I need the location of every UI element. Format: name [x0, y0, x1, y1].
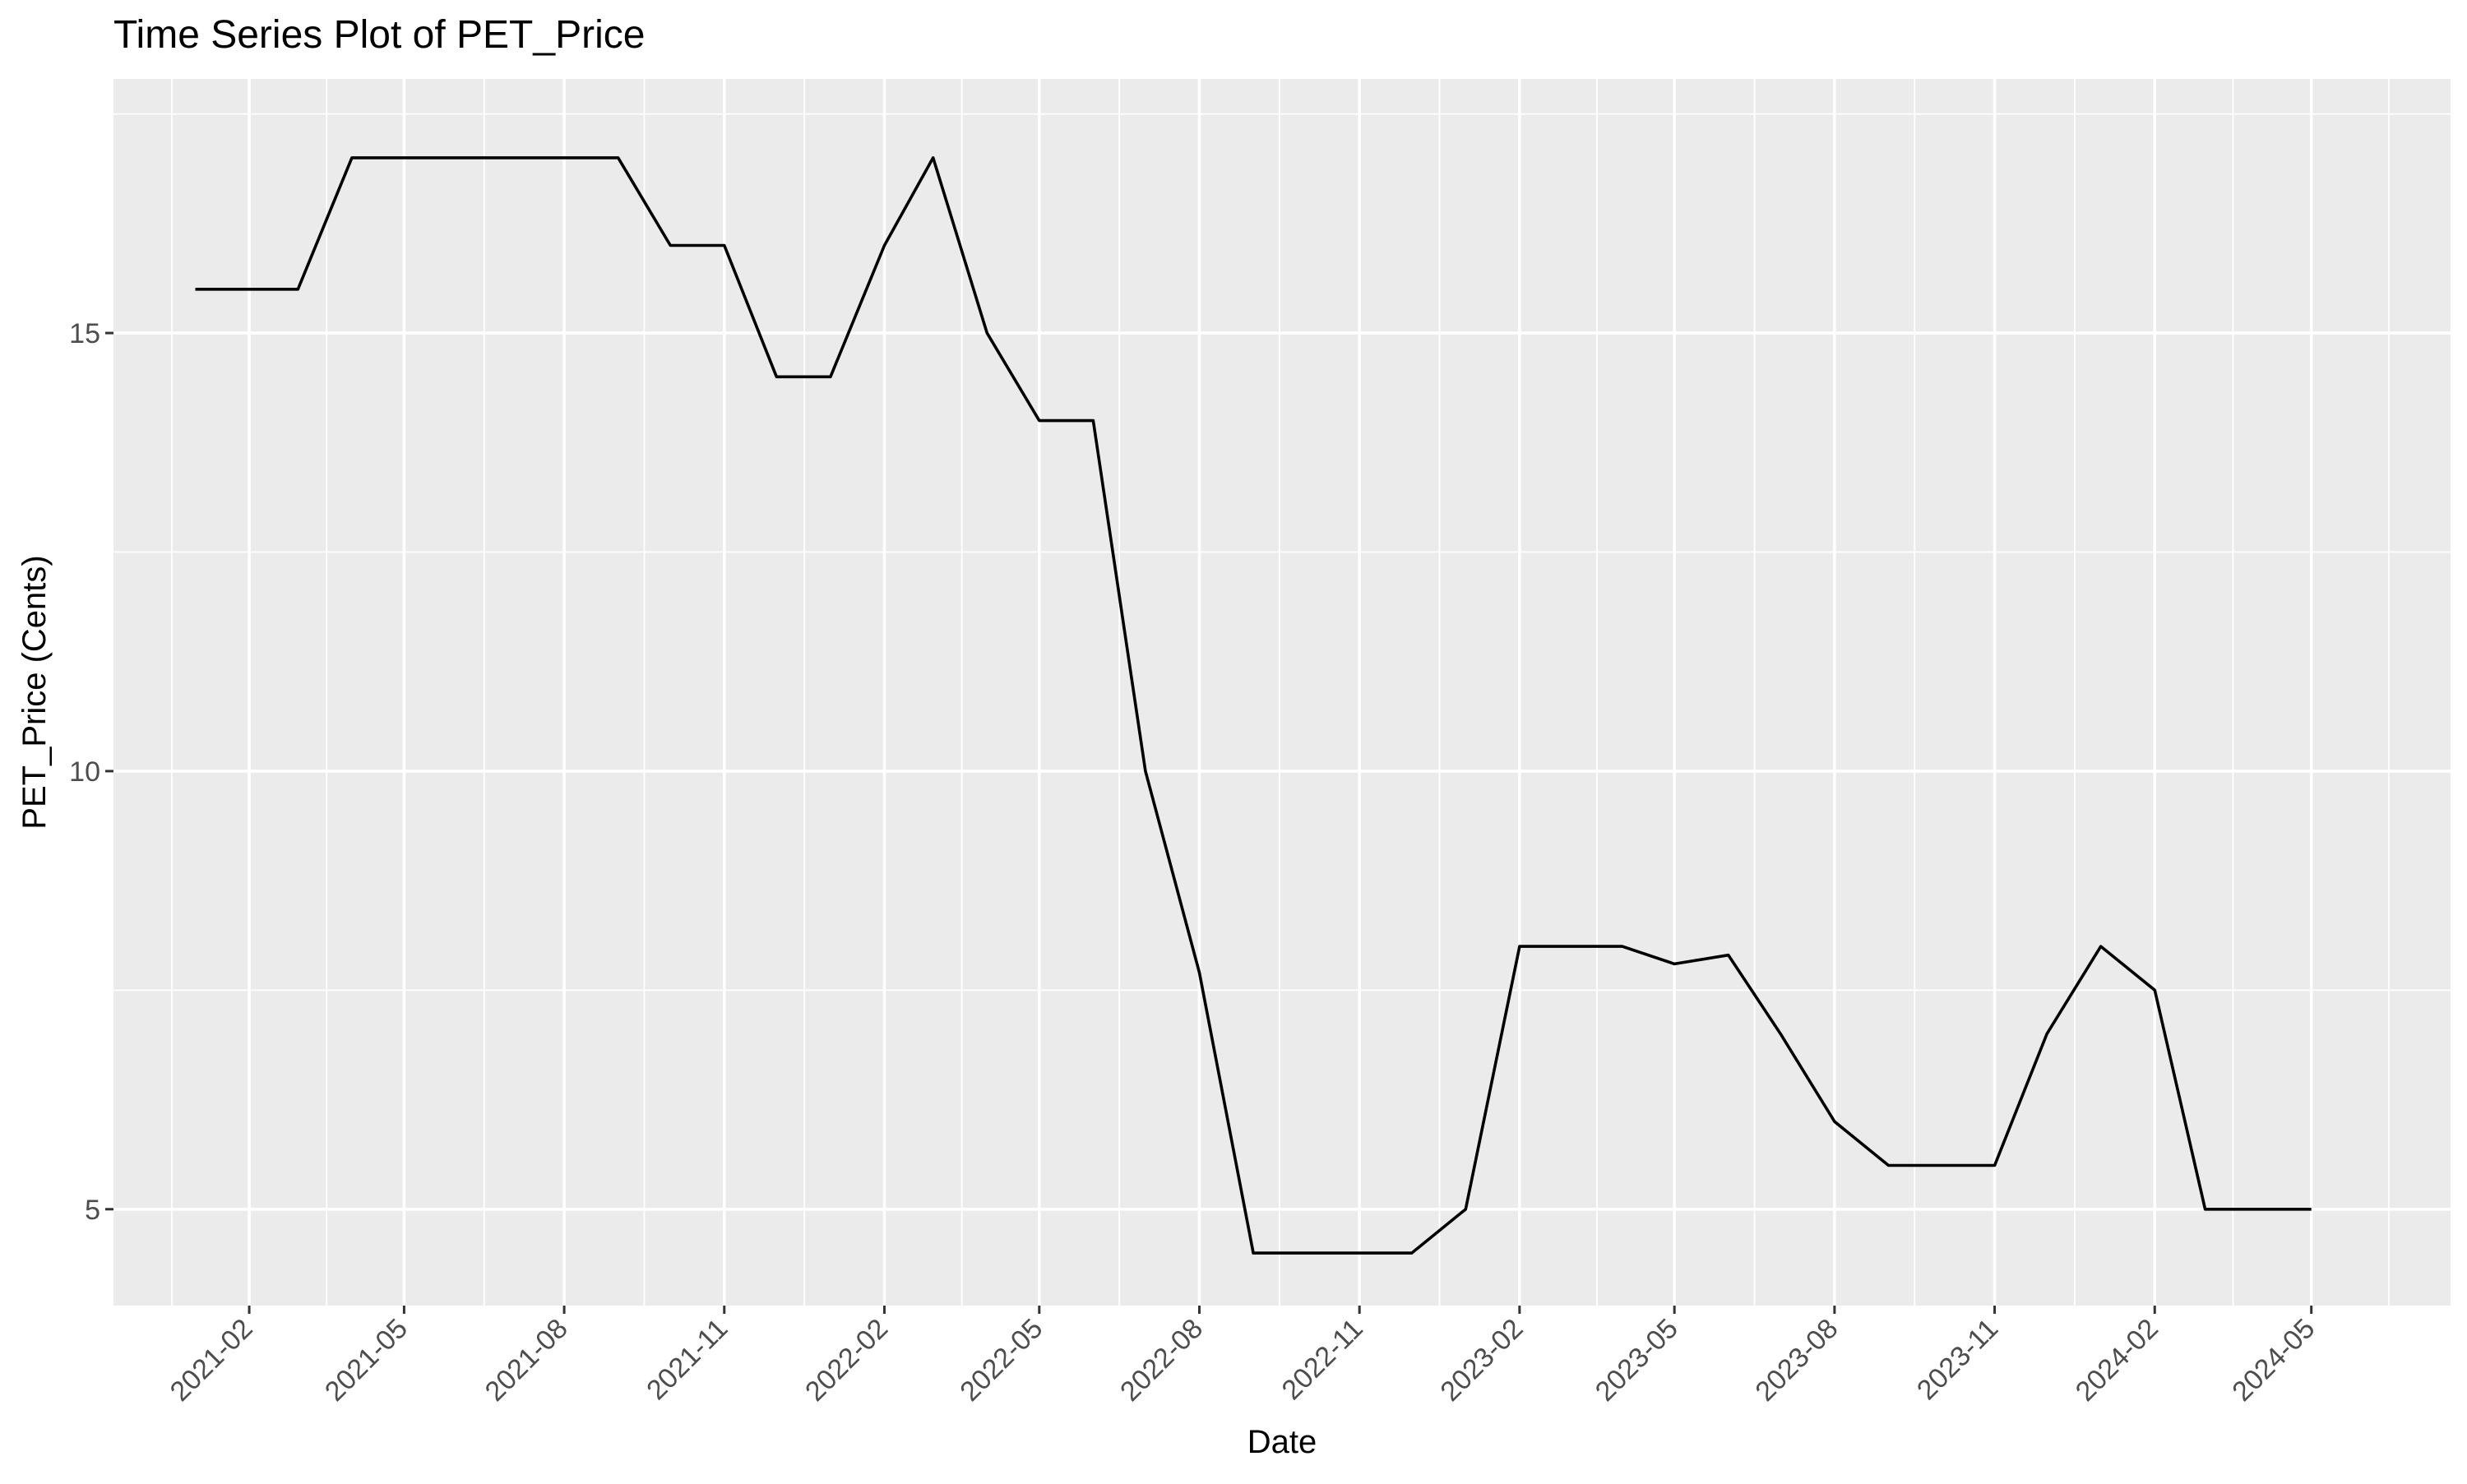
- chart-title: Time Series Plot of PET_Price: [113, 13, 645, 57]
- data-point: [1886, 1163, 1890, 1167]
- data-point: [2310, 1208, 2313, 1211]
- x-tick-label: 2022-11: [1276, 1313, 1369, 1406]
- data-point: [1727, 954, 1730, 957]
- x-axis-label: Date: [1247, 1424, 1317, 1460]
- x-tick-label: 2022-08: [1114, 1313, 1209, 1408]
- data-point: [775, 375, 778, 378]
- data-point: [1091, 419, 1095, 423]
- data-point: [1358, 1251, 1361, 1255]
- y-axis: 5 10 15: [69, 318, 113, 1226]
- data-point: [1304, 1251, 1308, 1255]
- series-line: [195, 156, 2312, 1255]
- data-point: [1939, 1163, 1942, 1167]
- data-point: [829, 375, 832, 378]
- data-point: [248, 288, 251, 291]
- data-point: [1567, 945, 1570, 948]
- data-point: [402, 156, 405, 159]
- data-point: [296, 288, 299, 291]
- x-axis: 2021-02 2021-05 2021-08 2021-11 2022-02 2022-…: [164, 1306, 2321, 1408]
- y-tick-label: 5: [85, 1195, 100, 1226]
- data-point: [882, 243, 886, 247]
- data-point: [1673, 962, 1676, 965]
- plot-panel: [113, 79, 2451, 1306]
- data-point: [2099, 945, 2103, 948]
- data-point: [1833, 1120, 1836, 1123]
- x-tick-label: 2021-11: [641, 1313, 734, 1406]
- data-point: [2204, 1208, 2207, 1211]
- data-point: [617, 156, 620, 159]
- data-point: [2045, 1033, 2048, 1036]
- x-tick-label: 2023-08: [1749, 1313, 1844, 1408]
- data-point: [932, 156, 935, 159]
- data-point: [1621, 945, 1624, 948]
- data-point: [669, 243, 672, 247]
- x-tick-label: 2023-02: [1434, 1313, 1529, 1408]
- y-tick-label: 10: [69, 756, 100, 788]
- x-tick-label: 2021-05: [319, 1313, 414, 1408]
- x-tick-label: 2021-02: [164, 1313, 259, 1408]
- data-point: [1038, 419, 1041, 423]
- grid-minor: [113, 79, 2451, 1306]
- data-point: [2153, 988, 2156, 992]
- data-point: [508, 156, 511, 159]
- x-tick-label: 2022-02: [799, 1313, 894, 1408]
- x-tick-label: 2024-02: [2070, 1313, 2164, 1408]
- data-point: [1464, 1208, 1467, 1211]
- x-tick-label: 2021-08: [479, 1313, 574, 1408]
- grid-major: [113, 79, 2451, 1306]
- data-point: [350, 156, 354, 159]
- data-point: [1144, 770, 1147, 773]
- data-point: [1993, 1163, 1997, 1167]
- data-point: [1197, 971, 1201, 974]
- x-tick-label: 2024-05: [2226, 1313, 2321, 1408]
- x-tick-label: 2022-05: [954, 1313, 1048, 1408]
- x-tick-label: 2023-11: [1911, 1313, 2004, 1406]
- data-point: [562, 156, 566, 159]
- data-point: [1252, 1251, 1255, 1255]
- data-point: [193, 288, 197, 291]
- y-tick-label: 15: [69, 318, 100, 349]
- data-point: [723, 243, 726, 247]
- data-point: [1518, 945, 1521, 948]
- data-point: [985, 331, 988, 335]
- data-point: [2257, 1208, 2261, 1211]
- series-layer: [193, 156, 2313, 1255]
- y-axis-label: PET_Price (Cents): [16, 555, 53, 829]
- data-point: [1779, 1033, 1782, 1036]
- x-tick-label: 2023-05: [1590, 1313, 1684, 1408]
- data-point: [456, 156, 460, 159]
- data-point: [1410, 1251, 1414, 1255]
